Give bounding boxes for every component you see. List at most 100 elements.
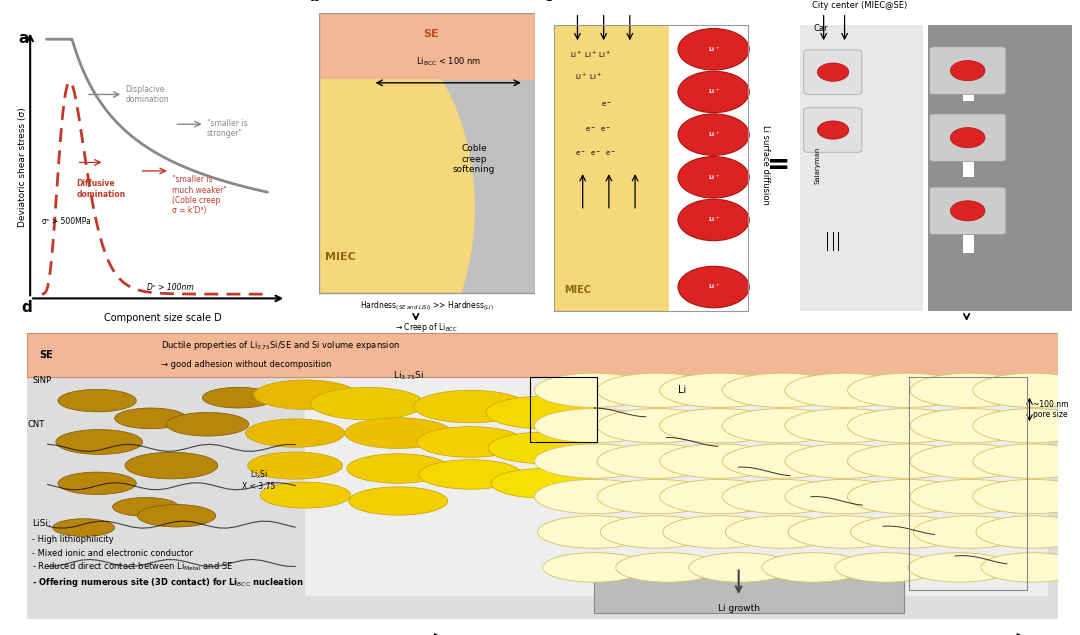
Text: Ductile properties of Li$_{3.75}$Si/SE and Si volume expansion: Ductile properties of Li$_{3.75}$Si/SE a…	[161, 338, 400, 352]
Text: Component size scale D: Component size scale D	[104, 313, 221, 323]
Bar	[27, 377, 1058, 619]
Circle shape	[260, 482, 351, 508]
FancyBboxPatch shape	[930, 47, 1005, 95]
Circle shape	[848, 373, 968, 408]
Circle shape	[973, 408, 1080, 443]
Text: Dᶜ > 100nm: Dᶜ > 100nm	[147, 283, 193, 292]
Circle shape	[726, 516, 839, 548]
Circle shape	[678, 114, 750, 156]
Circle shape	[678, 199, 750, 241]
Circle shape	[914, 516, 1027, 548]
FancyBboxPatch shape	[804, 50, 862, 95]
Circle shape	[417, 427, 524, 457]
Text: Diffusive
domination: Diffusive domination	[77, 180, 126, 199]
Text: e$^-$  e$^-$: e$^-$ e$^-$	[585, 124, 611, 133]
Text: Li$^+$: Li$^+$	[707, 173, 719, 182]
Bar	[306, 377, 1048, 596]
Text: SiNP: SiNP	[32, 376, 51, 385]
Circle shape	[414, 391, 527, 423]
Text: e$^-$: e$^-$	[600, 100, 612, 109]
Circle shape	[202, 387, 274, 408]
Text: ~100 nm
pore size: ~100 nm pore size	[1032, 400, 1068, 419]
Bar	[554, 25, 747, 311]
FancyBboxPatch shape	[930, 187, 1005, 234]
Circle shape	[311, 387, 424, 420]
Circle shape	[910, 408, 1030, 443]
Text: d: d	[22, 300, 32, 315]
Circle shape	[58, 472, 136, 495]
Circle shape	[58, 389, 136, 412]
Circle shape	[973, 444, 1080, 478]
Text: Li$^+$: Li$^+$	[707, 130, 719, 139]
Text: Salaryman: Salaryman	[814, 147, 821, 184]
Circle shape	[910, 479, 1030, 514]
Circle shape	[597, 479, 717, 514]
Circle shape	[166, 413, 248, 436]
Circle shape	[597, 444, 717, 478]
Bar	[928, 25, 1072, 311]
Circle shape	[678, 29, 750, 70]
Text: Car: Car	[813, 24, 827, 33]
Circle shape	[254, 380, 357, 410]
Circle shape	[723, 444, 842, 478]
Circle shape	[488, 432, 597, 464]
Circle shape	[245, 419, 345, 447]
Bar	[909, 377, 1027, 589]
Text: Li$^+$: Li$^+$	[707, 215, 719, 224]
Circle shape	[616, 552, 719, 582]
Circle shape	[976, 516, 1080, 548]
Text: Li surface diffusion: Li surface diffusion	[760, 125, 770, 205]
Circle shape	[973, 479, 1080, 514]
Circle shape	[910, 373, 1030, 408]
Circle shape	[600, 516, 714, 548]
Bar	[594, 572, 904, 613]
Text: → Creep of Li$_\mathrm{BCC}$: → Creep of Li$_\mathrm{BCC}$	[395, 321, 458, 333]
Circle shape	[788, 516, 902, 548]
Circle shape	[785, 373, 905, 408]
Circle shape	[910, 444, 1030, 478]
Circle shape	[761, 552, 865, 582]
Circle shape	[535, 373, 654, 408]
Circle shape	[908, 552, 1011, 582]
Text: Hardness$_{(SE\ and\ LiSi)}$ >> Hardness$_{(Li)}$: Hardness$_{(SE\ and\ LiSi)}$ >> Hardness…	[360, 299, 494, 313]
Circle shape	[125, 452, 218, 479]
Circle shape	[349, 487, 448, 515]
Text: MIEC: MIEC	[565, 285, 592, 295]
Text: Li$^+$: Li$^+$	[707, 283, 719, 291]
Text: Li: Li	[678, 385, 686, 395]
FancyBboxPatch shape	[930, 114, 1005, 161]
Circle shape	[678, 71, 750, 112]
Text: b: b	[310, 0, 321, 4]
Circle shape	[53, 519, 114, 537]
Text: Li$^+$: Li$^+$	[707, 88, 719, 97]
Circle shape	[723, 479, 842, 514]
Text: Deviatoric shear stress (σ): Deviatoric shear stress (σ)	[17, 107, 27, 227]
FancyBboxPatch shape	[804, 108, 862, 152]
Circle shape	[597, 373, 717, 408]
Bar	[963, 153, 974, 177]
Circle shape	[723, 408, 842, 443]
Text: CNT: CNT	[27, 420, 44, 429]
Circle shape	[114, 408, 187, 429]
Text: MIEC: MIEC	[325, 251, 355, 262]
Text: Li$_{3.75}$Si: Li$_{3.75}$Si	[393, 370, 424, 382]
Circle shape	[597, 408, 717, 443]
Circle shape	[848, 408, 968, 443]
Circle shape	[663, 516, 777, 548]
Circle shape	[785, 444, 905, 478]
Text: Coble
creep
softening: Coble creep softening	[453, 144, 496, 174]
Circle shape	[981, 552, 1080, 582]
Circle shape	[950, 201, 985, 221]
Circle shape	[785, 408, 905, 443]
Circle shape	[419, 460, 522, 489]
Text: "smaller is
much weaker"
(Coble creep
σ = k'D³): "smaller is much weaker" (Coble creep σ …	[172, 175, 227, 215]
Text: LiSi:: LiSi:	[32, 519, 51, 528]
Text: σᶜ > 500MPa: σᶜ > 500MPa	[42, 217, 91, 227]
Circle shape	[535, 479, 654, 514]
Circle shape	[835, 552, 939, 582]
Text: e$^-$  e$^-$  e$^-$: e$^-$ e$^-$ e$^-$	[575, 149, 616, 158]
Circle shape	[678, 266, 750, 308]
Text: Li$_x$Si
X < 3.75: Li$_x$Si X < 3.75	[242, 468, 275, 491]
Circle shape	[848, 444, 968, 478]
Bar	[963, 229, 974, 253]
